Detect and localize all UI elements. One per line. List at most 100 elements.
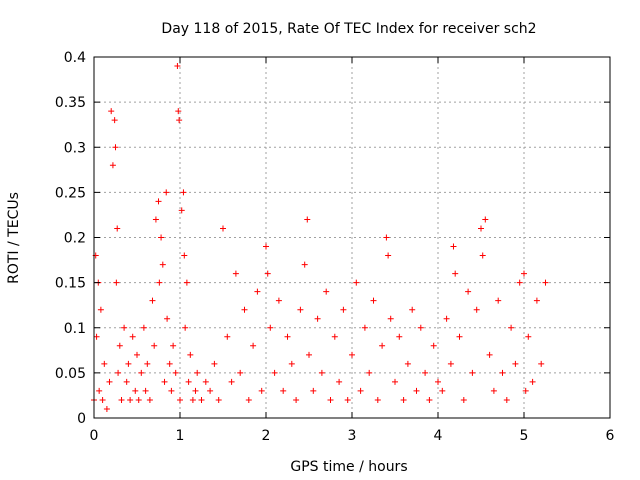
y-tick-labels: 0 0.05 0.1 0.15 0.2 0.25 0.3 0.35 0.4	[55, 50, 86, 427]
data-point	[101, 360, 108, 367]
data-point	[168, 387, 175, 394]
data-point	[202, 378, 209, 385]
data-point	[353, 279, 360, 286]
data-point	[129, 333, 136, 340]
data-point	[146, 396, 153, 403]
data-point	[293, 396, 300, 403]
data-point	[116, 342, 123, 349]
data-point	[409, 306, 416, 313]
x-tick-label: 1	[176, 428, 185, 444]
data-point	[392, 378, 398, 385]
data-point	[495, 297, 502, 304]
data-point	[151, 342, 158, 349]
data-point	[340, 306, 347, 313]
data-point	[465, 288, 472, 295]
y-axis-label: ROTI / TECUs	[6, 192, 22, 284]
data-point	[176, 117, 183, 124]
data-point	[508, 324, 515, 331]
data-point	[374, 396, 381, 403]
y-tick-label: 0.4	[64, 50, 86, 66]
data-point	[114, 225, 121, 232]
data-point	[435, 378, 441, 385]
data-point	[166, 360, 173, 367]
data-point	[288, 360, 295, 367]
y-tick-label: 0	[77, 411, 86, 427]
data-point	[304, 216, 311, 223]
data-point	[370, 297, 377, 304]
data-point	[93, 333, 100, 340]
chart-title: Day 118 of 2015, Rate Of TEC Index for r…	[161, 21, 536, 37]
data-point	[521, 270, 527, 277]
data-point	[135, 396, 142, 403]
data-point	[161, 378, 168, 385]
data-point	[123, 378, 130, 385]
data-point	[349, 351, 355, 358]
data-point	[400, 396, 407, 403]
data-point	[182, 324, 189, 331]
data-point	[469, 369, 476, 376]
data-point	[323, 288, 330, 295]
data-point	[542, 279, 549, 286]
data-point	[241, 306, 248, 313]
data-point	[185, 378, 192, 385]
data-point	[479, 252, 486, 259]
data-point	[149, 297, 156, 304]
data-point	[152, 216, 159, 223]
data-point	[175, 108, 182, 115]
data-point	[99, 396, 106, 403]
data-point	[108, 108, 115, 115]
x-axis-label: GPS time / hours	[290, 459, 407, 475]
data-point	[447, 360, 454, 367]
data-point	[275, 297, 282, 304]
data-point	[138, 369, 145, 376]
data-point	[224, 333, 231, 340]
data-point	[211, 360, 218, 367]
data-point	[237, 369, 244, 376]
data-point	[280, 387, 287, 394]
data-point	[178, 207, 185, 214]
x-tick-label: 6	[606, 428, 615, 444]
data-point	[314, 315, 321, 322]
data-point	[297, 306, 304, 313]
data-point	[452, 270, 459, 277]
data-point	[97, 306, 104, 313]
data-point	[207, 387, 214, 394]
data-point	[125, 360, 132, 367]
data-point	[121, 324, 128, 331]
data-point	[134, 351, 140, 358]
data-point	[106, 378, 113, 385]
y-tick-label: 0.3	[64, 140, 86, 156]
data-point	[140, 324, 147, 331]
data-point	[301, 261, 308, 268]
data-point	[187, 351, 194, 358]
data-point	[267, 324, 274, 331]
data-point	[174, 63, 181, 70]
data-point	[357, 387, 364, 394]
chart-ticks	[93, 56, 611, 419]
data-point	[103, 405, 110, 412]
data-point	[310, 387, 317, 394]
data-point	[177, 396, 183, 403]
data-point	[387, 315, 394, 322]
data-point	[426, 396, 433, 403]
chart-grid	[94, 57, 610, 418]
data-point	[194, 369, 201, 376]
data-point	[111, 117, 118, 124]
data-point	[220, 225, 226, 232]
data-point	[379, 342, 386, 349]
data-point	[413, 387, 420, 394]
y-tick-label: 0.05	[55, 366, 86, 382]
data-point	[456, 333, 463, 340]
data-point	[499, 369, 506, 376]
data-point	[180, 189, 187, 196]
data-point	[284, 333, 291, 340]
data-point	[155, 198, 162, 205]
data-point	[192, 387, 199, 394]
data-point	[109, 162, 116, 169]
data-point	[529, 378, 536, 385]
data-point	[164, 315, 171, 322]
data-point	[159, 261, 166, 268]
data-point	[503, 396, 510, 403]
data-point	[113, 279, 120, 286]
y-tick-label: 0.35	[55, 95, 86, 111]
